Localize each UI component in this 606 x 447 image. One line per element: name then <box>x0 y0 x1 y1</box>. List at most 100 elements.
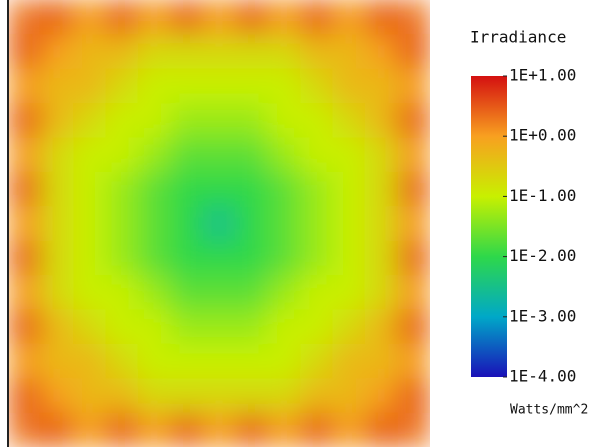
heatmap-cell <box>300 240 334 276</box>
heatmap-cell <box>137 206 171 242</box>
heatmap-cell <box>40 34 74 70</box>
heatmap-cell <box>105 275 139 310</box>
heatmap-cell <box>202 206 236 242</box>
heatmap-cell <box>202 34 236 70</box>
heatmap-cell <box>72 412 106 447</box>
heatmap-cell <box>235 68 269 104</box>
heatmap-cell <box>235 0 269 35</box>
colorbar-tick-label: 1E+0.00 <box>509 126 576 145</box>
heatmap-cell <box>397 275 430 310</box>
heatmap-cell <box>365 171 399 207</box>
heatmap-cell <box>105 103 139 139</box>
heatmap-cell <box>365 137 399 173</box>
heatmap-cell <box>137 343 171 379</box>
heatmap-cell <box>137 378 171 414</box>
heatmap-cell <box>267 68 301 104</box>
heatmap-cell <box>332 103 366 139</box>
heatmap-cell <box>202 137 236 173</box>
heatmap-cell <box>397 378 430 414</box>
heatmap-cell <box>72 137 106 173</box>
colorbar-tick-label: 1E-2.00 <box>509 246 576 265</box>
heatmap-cell <box>235 343 269 379</box>
heatmap-cell <box>40 68 74 104</box>
heatmap-cell <box>300 206 334 242</box>
heatmap-cell <box>170 206 204 242</box>
heatmap-cell <box>235 275 269 310</box>
heatmap-cell <box>8 171 41 207</box>
heatmap-cell <box>267 103 301 139</box>
heatmap-cell <box>8 68 41 104</box>
heatmap-cell <box>137 137 171 173</box>
heatmap-cell <box>267 343 301 379</box>
heatmap-cell <box>170 171 204 207</box>
heatmap-cell <box>137 309 171 345</box>
heatmap-cell <box>40 206 74 242</box>
heatmap-cell <box>137 171 171 207</box>
heatmap-cell <box>170 275 204 310</box>
heatmap-cell <box>72 0 106 35</box>
heatmap-cell <box>202 103 236 139</box>
heatmap-cell <box>300 68 334 104</box>
heatmap-cell <box>397 0 430 35</box>
heatmap-cell <box>170 137 204 173</box>
heatmap <box>8 0 430 447</box>
heatmap-cell <box>202 309 236 345</box>
heatmap-cell <box>202 0 236 35</box>
heatmap-cell <box>332 343 366 379</box>
heatmap-cell <box>397 68 430 104</box>
heatmap-cell <box>332 171 366 207</box>
heatmap-cell <box>267 137 301 173</box>
heatmap-cell <box>72 103 106 139</box>
heatmap-cell <box>40 171 74 207</box>
heatmap-cell <box>72 309 106 345</box>
heatmap-cell <box>72 240 106 276</box>
heatmap-cell <box>397 240 430 276</box>
heatmap-cell <box>202 412 236 447</box>
heatmap-cell <box>8 343 41 379</box>
colorbar-units: Watts/mm^2 <box>510 403 588 418</box>
heatmap-cell <box>267 240 301 276</box>
heatmap-cell <box>397 137 430 173</box>
heatmap-cell <box>397 171 430 207</box>
heatmap-cell <box>300 343 334 379</box>
heatmap-cell <box>40 412 74 447</box>
heatmap-cell <box>8 412 41 447</box>
heatmap-cell <box>397 103 430 139</box>
heatmap-cell <box>137 103 171 139</box>
heatmap-cell <box>365 309 399 345</box>
heatmap-cell <box>365 206 399 242</box>
heatmap-cell <box>300 378 334 414</box>
heatmap-cell <box>72 378 106 414</box>
heatmap-cell <box>137 412 171 447</box>
heatmap-cell <box>202 275 236 310</box>
colorbar <box>471 76 507 377</box>
heatmap-cell <box>137 68 171 104</box>
heatmap-cell <box>8 378 41 414</box>
heatmap-cell <box>332 68 366 104</box>
heatmap-cell <box>332 275 366 310</box>
heatmap-cell <box>365 240 399 276</box>
heatmap-cell <box>332 206 366 242</box>
heatmap-cell <box>105 0 139 35</box>
colorbar-tick-label: 1E-1.00 <box>509 186 576 205</box>
heatmap-cell <box>105 309 139 345</box>
heatmap-cell <box>235 103 269 139</box>
heatmap-cell <box>235 412 269 447</box>
heatmap-cell <box>235 240 269 276</box>
heatmap-cell <box>72 171 106 207</box>
heatmap-cell <box>105 240 139 276</box>
heatmap-cell <box>170 240 204 276</box>
heatmap-cell <box>365 412 399 447</box>
heatmap-cell <box>8 103 41 139</box>
heatmap-cell <box>332 137 366 173</box>
heatmap-cell <box>40 240 74 276</box>
colorbar-tick-label: 1E+1.00 <box>509 66 576 85</box>
heatmap-cell <box>170 378 204 414</box>
heatmap-cell <box>332 378 366 414</box>
heatmap-cell <box>105 68 139 104</box>
heatmap-cell <box>8 34 41 70</box>
heatmap-cell <box>40 343 74 379</box>
heatmap-cell <box>300 0 334 35</box>
heatmap-cell <box>397 206 430 242</box>
heatmap-cell <box>72 34 106 70</box>
